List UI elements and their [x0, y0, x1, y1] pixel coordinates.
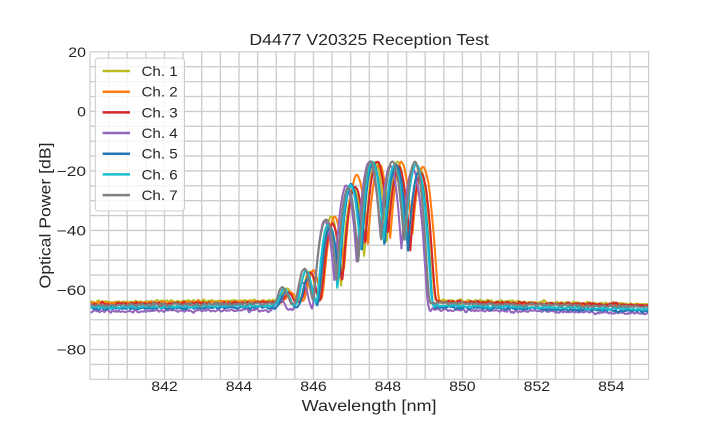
svg-text:Ch. 4: Ch. 4 [142, 125, 178, 141]
svg-text:20: 20 [68, 44, 86, 60]
svg-text:−80: −80 [57, 342, 87, 358]
svg-text:Ch. 1: Ch. 1 [142, 63, 178, 79]
svg-text:0: 0 [77, 104, 86, 120]
svg-text:846: 846 [300, 378, 327, 394]
svg-text:Ch. 2: Ch. 2 [142, 84, 178, 100]
svg-text:Ch. 6: Ch. 6 [142, 166, 178, 182]
svg-text:−20: −20 [57, 163, 87, 179]
svg-text:844: 844 [226, 378, 253, 394]
svg-text:848: 848 [375, 378, 402, 394]
svg-text:−60: −60 [57, 282, 87, 298]
svg-text:−40: −40 [57, 223, 87, 239]
svg-text:852: 852 [524, 378, 551, 394]
svg-text:854: 854 [598, 378, 625, 394]
svg-text:Wavelength [nm]: Wavelength [nm] [302, 398, 437, 415]
svg-text:Ch. 3: Ch. 3 [142, 104, 178, 120]
svg-text:D4477 V20325 Reception Test: D4477 V20325 Reception Test [249, 32, 489, 49]
svg-text:Ch. 7: Ch. 7 [142, 187, 178, 203]
svg-text:850: 850 [449, 378, 476, 394]
svg-text:Ch. 5: Ch. 5 [142, 146, 178, 162]
svg-text:Optical Power [dB]: Optical Power [dB] [37, 143, 54, 289]
svg-text:842: 842 [151, 378, 178, 394]
